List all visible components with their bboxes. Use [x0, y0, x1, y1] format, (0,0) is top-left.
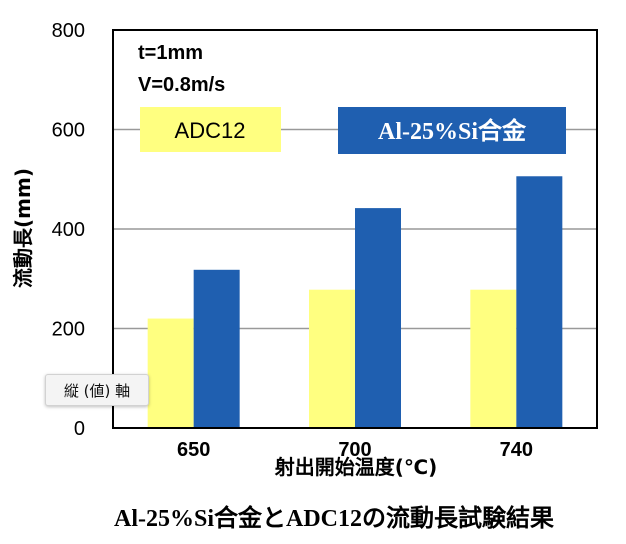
x-tick-label-650: 650 — [177, 439, 210, 461]
chart-title: Al-25%Si合金とADC12の流動長試験結果 — [114, 504, 554, 532]
x-axis-title: 射出開始温度(℃) — [274, 455, 438, 479]
bar-al25si-700 — [355, 208, 401, 428]
x-tick-label-740: 740 — [500, 439, 533, 461]
legend-swatch-al25si — [338, 107, 566, 154]
y-tick-label-0: 0 — [74, 418, 85, 440]
bar-al25si-650 — [193, 269, 240, 428]
y-tick-label-800: 800 — [52, 20, 85, 42]
x-tick-labels: 650 700 740 — [177, 439, 533, 461]
bars — [147, 176, 563, 428]
bar-adc12-650 — [147, 318, 194, 428]
y-axis-title: 流動長(mm) — [11, 168, 35, 288]
y-tick-label-400: 400 — [52, 219, 85, 241]
bar-adc12-700 — [309, 289, 355, 428]
plot-area-frame — [112, 29, 598, 429]
x-tick-label-700: 700 — [338, 439, 371, 461]
y-tick-label-200: 200 — [52, 319, 85, 341]
legend-swatch-adc12 — [140, 107, 281, 152]
legend-label-adc12: ADC12 — [175, 118, 246, 143]
y-tick-label-600: 600 — [52, 120, 85, 142]
legend-label-al25si: Al-25%Si合金 — [378, 117, 527, 145]
axis-tooltip: 縦 (値) 軸 — [45, 374, 149, 406]
annotation-thickness: t=1mm — [138, 42, 203, 64]
legend: ADC12 Al-25%Si合金 — [140, 107, 566, 154]
bar-al25si-740 — [516, 176, 563, 428]
bar-adc12-740 — [470, 289, 517, 428]
annotation-velocity: V=0.8m/s — [138, 74, 225, 96]
y-tick-labels: 0 200 400 600 800 — [52, 20, 85, 440]
